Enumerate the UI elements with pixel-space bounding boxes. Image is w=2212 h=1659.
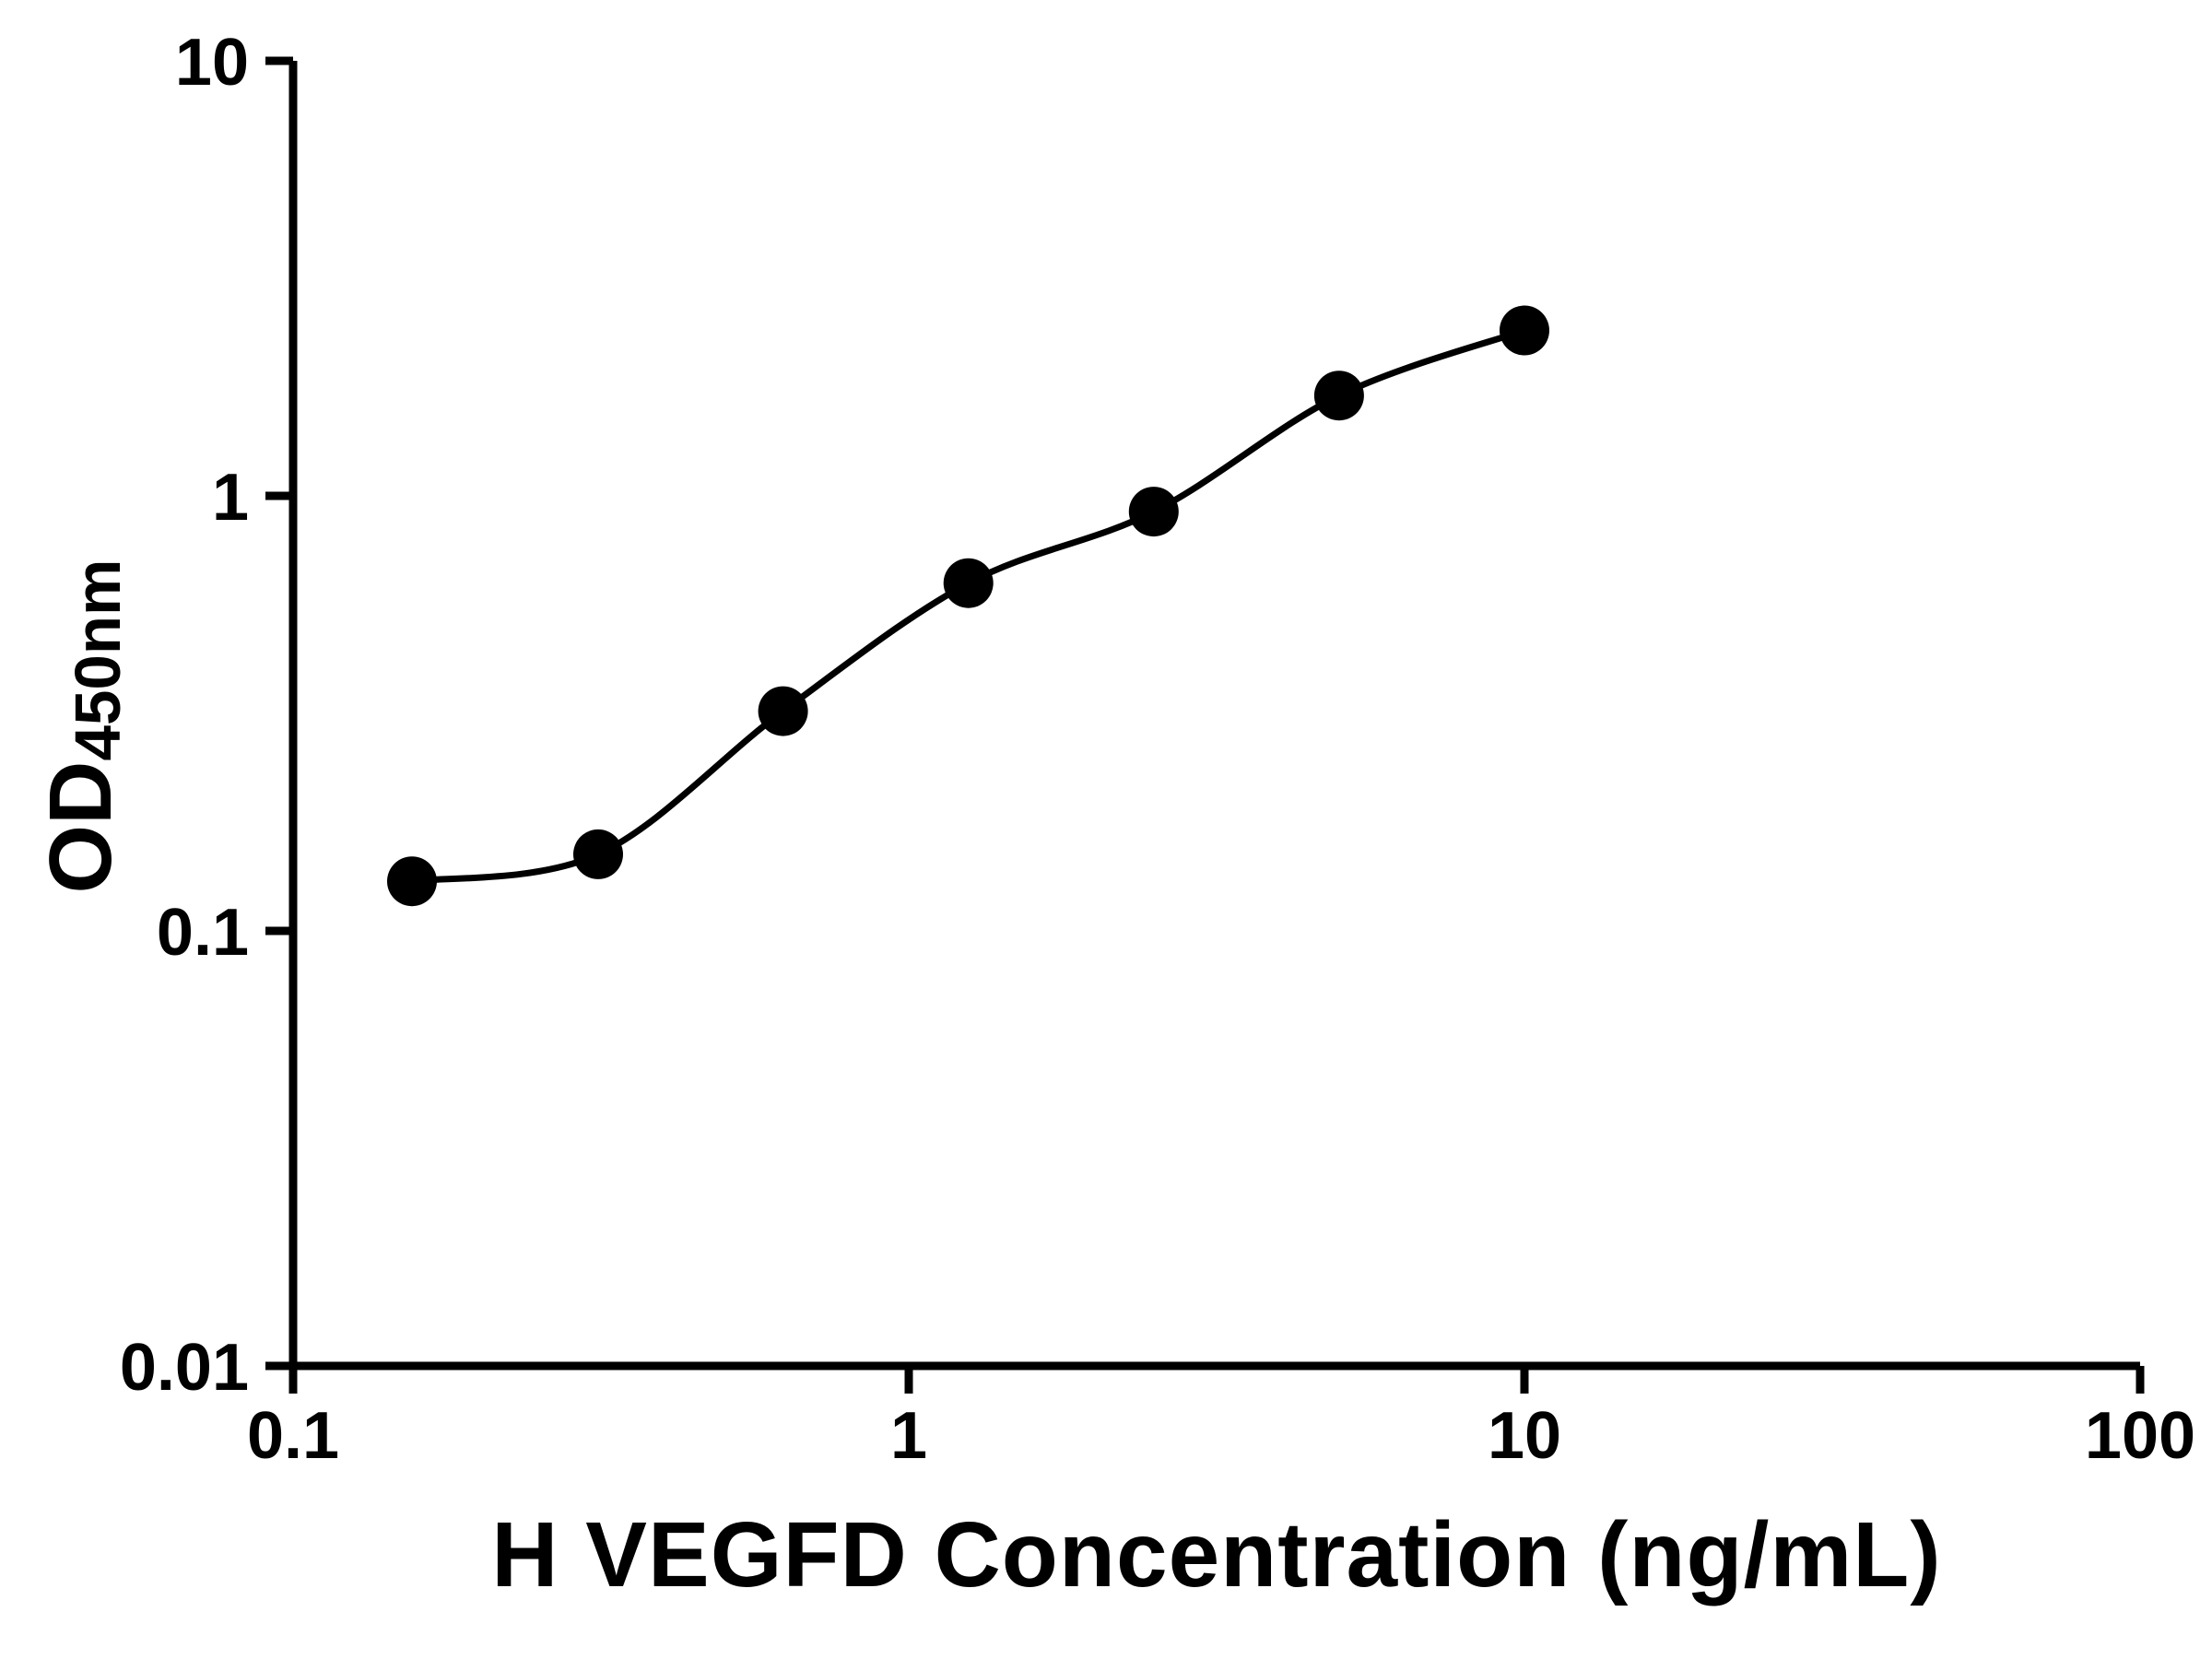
y-tick-label: 0.01 [120, 1331, 249, 1405]
data-point [1500, 305, 1549, 356]
axis-spines [288, 61, 2140, 1371]
data-point [1128, 487, 1179, 537]
x-tick-label: 10 [1488, 1399, 1561, 1473]
data-point [943, 558, 994, 608]
x-tick-label: 1 [890, 1399, 927, 1473]
data-point [573, 829, 623, 879]
data-point [758, 686, 808, 736]
y-tick-label: 10 [175, 26, 249, 100]
data-point [387, 856, 437, 907]
y-axis-title-subscript: 450nm [61, 559, 134, 761]
x-tick-label: 0.1 [247, 1399, 339, 1473]
y-axis-title-main: OD [31, 760, 130, 894]
y-tick-label: 0.1 [157, 896, 249, 970]
x-axis-title: H VEGFD Concentration (ng/mL) [491, 1503, 1942, 1606]
x-tick-label: 100 [2085, 1399, 2195, 1473]
y-axis-title: OD450nm [30, 559, 134, 894]
y-tick-label: 1 [212, 461, 249, 535]
data-point [1313, 371, 1364, 421]
